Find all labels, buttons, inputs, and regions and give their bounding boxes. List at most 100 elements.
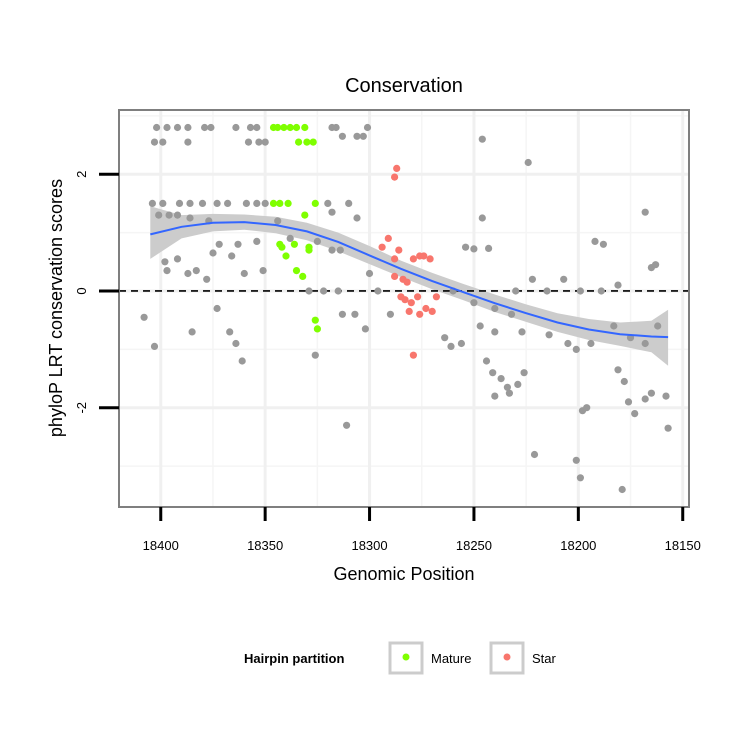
point-other xyxy=(163,123,171,132)
point-other xyxy=(338,132,346,140)
point-other xyxy=(175,199,184,207)
point-other xyxy=(386,310,394,318)
point-mature xyxy=(292,267,301,275)
point-other xyxy=(238,357,246,365)
point-other xyxy=(624,398,633,406)
point-star xyxy=(407,299,415,307)
legend-dot-mature xyxy=(402,653,410,661)
point-mature xyxy=(301,123,309,132)
point-other xyxy=(336,246,344,254)
point-other xyxy=(641,208,649,216)
point-star xyxy=(378,243,386,251)
point-other xyxy=(228,252,236,260)
point-other xyxy=(491,328,499,336)
grid xyxy=(119,110,689,507)
point-other xyxy=(491,392,499,400)
point-other xyxy=(328,246,336,254)
point-other xyxy=(485,244,493,252)
point-other xyxy=(274,217,282,225)
point-other xyxy=(232,339,240,348)
legend-key-star xyxy=(489,641,525,675)
point-mature xyxy=(280,123,288,132)
point-other xyxy=(361,325,369,333)
point-other xyxy=(359,132,367,140)
point-mature xyxy=(301,211,309,219)
point-other xyxy=(165,211,173,219)
point-other xyxy=(353,214,361,222)
point-mature xyxy=(292,123,301,132)
point-other xyxy=(351,310,359,318)
point-mature xyxy=(269,199,278,207)
point-other xyxy=(353,132,361,140)
point-other xyxy=(583,404,591,412)
point-other xyxy=(470,299,478,307)
point-other xyxy=(441,334,449,342)
y-axis-title: phyloP LRT conservation scores xyxy=(46,179,66,437)
point-other xyxy=(530,450,539,459)
point-mature xyxy=(309,138,317,146)
point-other xyxy=(503,383,511,391)
point-mature xyxy=(295,138,303,146)
data-points xyxy=(140,123,672,494)
point-star xyxy=(426,255,434,263)
point-other xyxy=(213,199,221,207)
point-other xyxy=(159,138,167,146)
point-other xyxy=(324,199,332,207)
plot-border xyxy=(118,109,690,508)
point-mature xyxy=(282,252,290,260)
point-other xyxy=(647,389,656,397)
point-other xyxy=(332,123,340,132)
point-other xyxy=(528,275,537,283)
point-other xyxy=(150,138,159,146)
point-mature xyxy=(278,243,286,251)
point-other xyxy=(462,243,470,251)
point-other xyxy=(520,369,528,377)
point-other xyxy=(244,138,253,146)
point-other xyxy=(173,211,182,219)
point-star xyxy=(401,296,409,304)
point-other xyxy=(155,211,163,219)
point-other xyxy=(224,199,232,207)
x-tick-label: 18200 xyxy=(560,538,596,553)
legend-dot-star xyxy=(503,653,511,661)
point-other xyxy=(159,199,167,207)
point-other xyxy=(654,322,662,330)
point-other xyxy=(320,287,328,295)
point-mature xyxy=(311,199,319,207)
point-other xyxy=(255,138,263,146)
point-star xyxy=(391,272,399,280)
point-other xyxy=(192,267,200,275)
point-other xyxy=(232,123,240,132)
point-other xyxy=(345,199,353,207)
point-other xyxy=(489,369,497,377)
point-other xyxy=(614,366,622,374)
point-other xyxy=(305,287,313,295)
point-mature xyxy=(286,123,294,132)
point-other xyxy=(184,123,192,132)
point-other xyxy=(652,261,660,269)
point-other xyxy=(641,395,649,403)
point-star xyxy=(405,307,413,315)
point-other xyxy=(524,158,532,167)
y-axis: -2 0 2 xyxy=(74,171,119,414)
point-other xyxy=(328,208,336,216)
point-other xyxy=(447,342,455,350)
point-other xyxy=(207,123,215,132)
point-other xyxy=(246,123,255,132)
point-mature xyxy=(290,240,298,248)
point-other xyxy=(491,304,499,313)
point-other xyxy=(203,275,211,283)
point-other xyxy=(543,287,551,295)
point-other xyxy=(209,249,217,257)
point-other xyxy=(338,310,346,318)
point-other xyxy=(226,328,234,336)
point-other xyxy=(482,357,491,365)
point-other xyxy=(261,138,269,146)
plot-panel xyxy=(119,110,689,507)
point-other xyxy=(560,275,568,283)
point-star xyxy=(416,310,424,318)
point-other xyxy=(572,345,580,353)
point-star xyxy=(420,252,428,260)
smooth-curve xyxy=(150,221,669,339)
